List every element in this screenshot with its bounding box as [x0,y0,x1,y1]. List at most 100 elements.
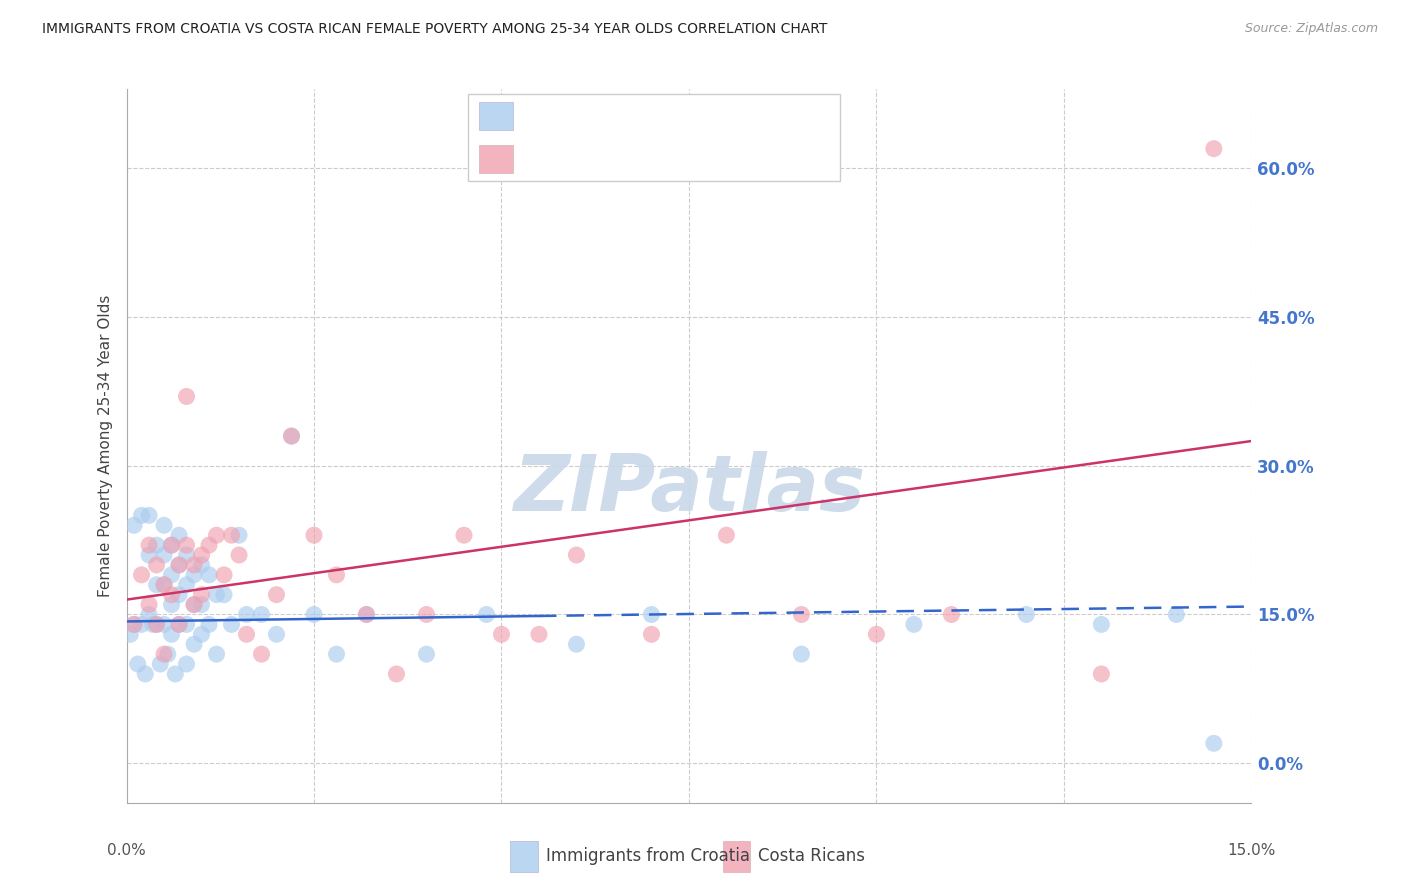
Point [325,647,347,661]
Point [198,617,221,632]
Text: 0.362: 0.362 [572,149,628,167]
Point [167,617,190,632]
Point [356,607,378,622]
Point [280,429,302,443]
Text: 0.021: 0.021 [572,107,628,125]
Point [212,588,235,602]
Text: Immigrants from Croatia: Immigrants from Croatia [546,847,749,865]
Point [250,607,273,622]
Point [153,578,176,592]
Point [176,548,198,562]
Point [160,588,183,602]
Point [153,548,176,562]
Point [160,538,183,552]
Point [138,548,160,562]
Point [640,627,662,641]
Point [212,567,235,582]
Point [302,528,325,542]
Point [122,518,145,533]
Bar [723,840,751,872]
Point [145,617,167,632]
Point [167,558,190,572]
Point [122,617,145,632]
Point [149,657,172,671]
Point [176,538,198,552]
Point [221,617,243,632]
Point [565,548,588,562]
Point [266,627,288,641]
Point [138,598,160,612]
Point [527,627,550,641]
Point [941,607,963,622]
Point [1202,736,1225,750]
Bar [479,102,513,130]
Point [325,567,347,582]
Text: 15.0%: 15.0% [1227,843,1275,858]
Point [1090,617,1112,632]
Point [1090,667,1112,681]
Point [165,667,187,681]
Point [250,647,273,661]
Point [190,558,212,572]
Point [235,627,257,641]
Point [385,667,408,681]
Point [138,607,160,622]
Text: 63: 63 [703,107,728,125]
Point [491,627,513,641]
Point [138,508,160,523]
Point [176,578,198,592]
Point [790,607,813,622]
Point [190,598,212,612]
Point [228,548,250,562]
Point [205,588,228,602]
Point [176,389,198,403]
Point [131,567,153,582]
Point [903,617,925,632]
Text: R =: R = [524,149,564,167]
Point [145,617,167,632]
Point [415,607,437,622]
Text: N =: N = [654,107,693,125]
Text: ZIPatlas: ZIPatlas [513,450,865,527]
Point [302,607,325,622]
Point [142,617,165,632]
Point [1166,607,1188,622]
Point [865,627,887,641]
Text: 43: 43 [703,149,728,167]
Text: N =: N = [654,149,693,167]
Point [145,538,167,552]
Point [160,567,183,582]
Point [716,528,738,542]
Point [120,627,142,641]
Point [160,598,183,612]
Point [235,607,257,622]
Point [790,647,813,661]
Point [205,647,228,661]
Point [183,558,205,572]
Point [565,637,588,651]
Point [176,617,198,632]
Point [153,617,176,632]
Text: Source: ZipAtlas.com: Source: ZipAtlas.com [1244,22,1378,36]
Point [190,588,212,602]
Point [176,657,198,671]
Text: Costa Ricans: Costa Ricans [758,847,865,865]
Point [183,598,205,612]
Point [190,548,212,562]
Point [131,508,153,523]
Point [266,588,288,602]
Text: 0.0%: 0.0% [107,843,146,858]
Point [415,647,437,661]
Text: R =: R = [524,107,564,125]
Point [145,578,167,592]
Point [145,558,167,572]
Point [228,528,250,542]
Bar [510,840,537,872]
Y-axis label: Female Poverty Among 25-34 Year Olds: Female Poverty Among 25-34 Year Olds [98,295,114,597]
Point [1202,142,1225,156]
Bar [479,145,513,173]
Point [167,588,190,602]
Point [453,528,475,542]
Point [1015,607,1038,622]
Point [138,538,160,552]
